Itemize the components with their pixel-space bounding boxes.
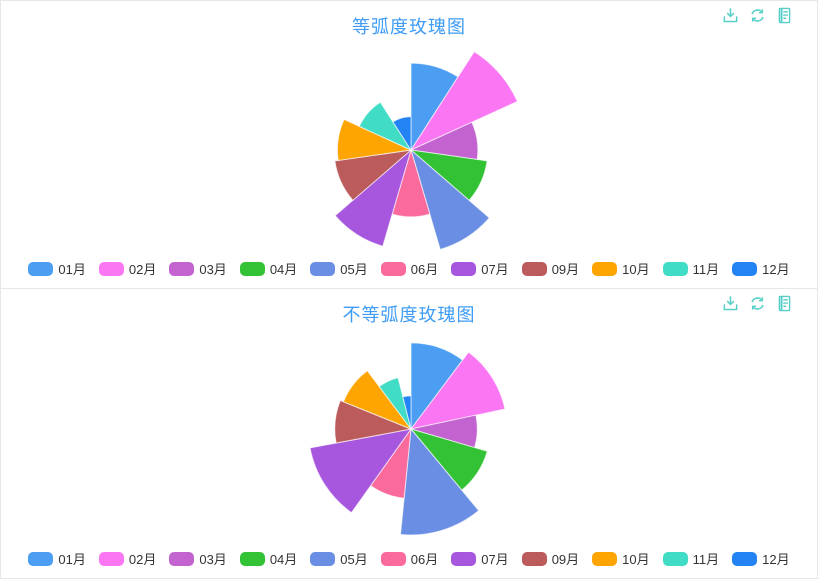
rose-sector-05月[interactable]	[410, 148, 491, 251]
rose-sector-07月[interactable]	[334, 148, 412, 247]
legend-label: 06月	[410, 552, 439, 567]
legend-item-06月[interactable]: 06月	[380, 549, 439, 568]
legend-item-10月[interactable]: 10月	[592, 259, 650, 278]
rose-sector-02月[interactable]	[409, 50, 519, 152]
legend-swatch	[451, 551, 477, 566]
rose-sector-09月[interactable]	[334, 149, 413, 202]
legend-label: 09月	[551, 262, 580, 277]
legend-label: 07月	[481, 552, 509, 567]
legend-item-05月[interactable]: 05月	[310, 549, 368, 568]
legend-label: 05月	[340, 552, 368, 567]
legend-swatch	[98, 551, 124, 566]
rose-sector-07月[interactable]	[309, 428, 413, 514]
rose-sector-12月[interactable]	[402, 395, 412, 430]
legend-label: 11月	[692, 262, 720, 277]
save-image-icon[interactable]	[721, 294, 739, 312]
legend-equal-arc: 01月 02月 03月 04月 05月 06月 07月 09月 10月 11月 12月	[1, 259, 817, 278]
legend-swatch	[732, 551, 758, 566]
legend-item-09月[interactable]: 09月	[521, 549, 580, 568]
legend-label: 10月	[622, 262, 650, 277]
legend-swatch	[380, 551, 406, 566]
rose-sector-10月[interactable]	[342, 369, 413, 431]
legend-swatch	[662, 551, 688, 566]
legend-swatch	[98, 261, 124, 276]
legend-label: 10月	[622, 552, 650, 567]
legend-item-07月[interactable]: 07月	[451, 549, 509, 568]
legend-label: 09月	[551, 552, 580, 567]
legend-unequal-arc: 01月 02月 03月 04月 05月 06月 07月 09月 10月 11月 12月	[1, 549, 817, 568]
legend-label: 05月	[340, 262, 368, 277]
toolbox	[721, 6, 793, 24]
legend-swatch	[592, 261, 618, 276]
data-view-icon[interactable]	[775, 6, 793, 24]
legend-item-04月[interactable]: 04月	[239, 549, 298, 568]
legend-swatch	[310, 261, 336, 276]
panel-unequal-arc-rose: 不等弧度玫瑰图	[1, 289, 817, 578]
legend-label: 12月	[762, 262, 790, 277]
refresh-icon[interactable]	[748, 294, 766, 312]
legend-label: 12月	[762, 552, 790, 567]
legend-label: 03月	[199, 552, 227, 567]
legend-item-02月[interactable]: 02月	[98, 259, 157, 278]
legend-item-09月[interactable]: 09月	[521, 259, 580, 278]
legend-item-02月[interactable]: 02月	[98, 549, 157, 568]
rose-sector-10月[interactable]	[337, 118, 413, 162]
legend-swatch	[521, 261, 547, 276]
rose-sector-11月[interactable]	[358, 101, 413, 152]
legend-label: 02月	[128, 552, 157, 567]
legend-item-03月[interactable]: 03月	[169, 259, 227, 278]
rose-sector-09月[interactable]	[334, 399, 413, 444]
rose-sector-12月[interactable]	[392, 116, 412, 152]
legend-label: 04月	[269, 262, 298, 277]
legend-label: 02月	[128, 262, 157, 277]
legend-swatch	[310, 551, 336, 566]
legend-item-12月[interactable]: 12月	[732, 259, 790, 278]
legend-item-12月[interactable]: 12月	[732, 549, 790, 568]
data-view-icon[interactable]	[775, 294, 793, 312]
legend-swatch	[169, 261, 195, 276]
rose-sector-05月[interactable]	[399, 427, 480, 536]
legend-item-04月[interactable]: 04月	[239, 259, 298, 278]
legend-label: 07月	[481, 262, 509, 277]
rose-chart-unequal-arc[interactable]	[1, 289, 817, 578]
legend-item-11月[interactable]: 11月	[662, 259, 720, 278]
legend-item-11月[interactable]: 11月	[662, 549, 720, 568]
legend-swatch	[662, 261, 688, 276]
legend-swatch	[239, 551, 265, 566]
legend-label: 01月	[58, 552, 86, 567]
legend-label: 01月	[58, 262, 86, 277]
legend-item-05月[interactable]: 05月	[310, 259, 368, 278]
legend-label: 11月	[692, 552, 720, 567]
panel-equal-arc-rose: 等弧度玫瑰图	[1, 1, 817, 289]
rose-sector-02月[interactable]	[409, 351, 506, 430]
legend-item-01月[interactable]: 01月	[28, 549, 86, 568]
legend-swatch	[28, 261, 54, 276]
legend-swatch	[380, 261, 406, 276]
legend-swatch	[169, 551, 195, 566]
legend-label: 03月	[199, 262, 227, 277]
save-image-icon[interactable]	[721, 6, 739, 24]
legend-swatch	[592, 551, 618, 566]
legend-item-10月[interactable]: 10月	[592, 549, 650, 568]
legend-swatch	[451, 261, 477, 276]
refresh-icon[interactable]	[748, 6, 766, 24]
legend-item-03月[interactable]: 03月	[169, 549, 227, 568]
legend-swatch	[28, 551, 54, 566]
legend-label: 04月	[269, 552, 298, 567]
legend-item-06月[interactable]: 06月	[380, 259, 439, 278]
legend-item-07月[interactable]: 07月	[451, 259, 509, 278]
rose-chart-equal-arc[interactable]	[1, 1, 817, 288]
toolbox	[721, 294, 793, 312]
legend-label: 06月	[410, 262, 439, 277]
legend-swatch	[239, 261, 265, 276]
legend-swatch	[521, 551, 547, 566]
legend-swatch	[732, 261, 758, 276]
rose-sector-11月[interactable]	[378, 377, 412, 430]
legend-item-01月[interactable]: 01月	[28, 259, 86, 278]
